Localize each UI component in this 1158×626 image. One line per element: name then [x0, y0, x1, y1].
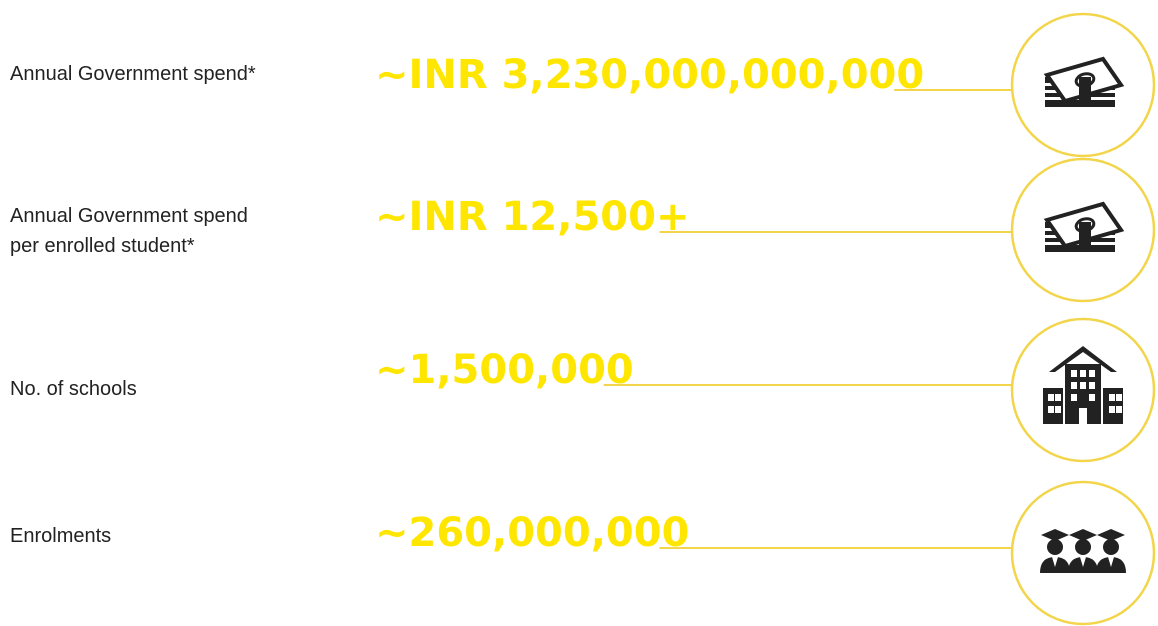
- window: [1055, 406, 1061, 413]
- row-label: No. of schools: [10, 378, 137, 400]
- window: [1089, 382, 1095, 389]
- window: [1048, 406, 1054, 413]
- row-value: ~1,500,000: [375, 347, 634, 393]
- window: [1116, 406, 1122, 413]
- row-value: ~INR 12,500+: [375, 194, 689, 240]
- row-label: Annual Government spend: [10, 205, 248, 227]
- window: [1071, 370, 1077, 377]
- window: [1048, 394, 1054, 401]
- icon: [1043, 346, 1123, 424]
- roof: [1049, 346, 1117, 372]
- window: [1080, 370, 1086, 377]
- window: [1089, 394, 1095, 401]
- window: [1080, 382, 1086, 389]
- row-label: per enrolled student*: [10, 235, 195, 257]
- row-label: Enrolments: [10, 525, 111, 547]
- door: [1079, 408, 1087, 424]
- window: [1109, 394, 1115, 401]
- window: [1089, 370, 1095, 377]
- window: [1116, 394, 1122, 401]
- window: [1071, 394, 1077, 401]
- row-value: ~260,000,000: [375, 510, 689, 556]
- window: [1071, 382, 1077, 389]
- row-value: ~INR 3,230,000,000,000: [375, 52, 924, 98]
- row-label: Annual Government spend*: [10, 63, 256, 85]
- window: [1055, 394, 1061, 401]
- window: [1109, 406, 1115, 413]
- icon: [1040, 529, 1126, 573]
